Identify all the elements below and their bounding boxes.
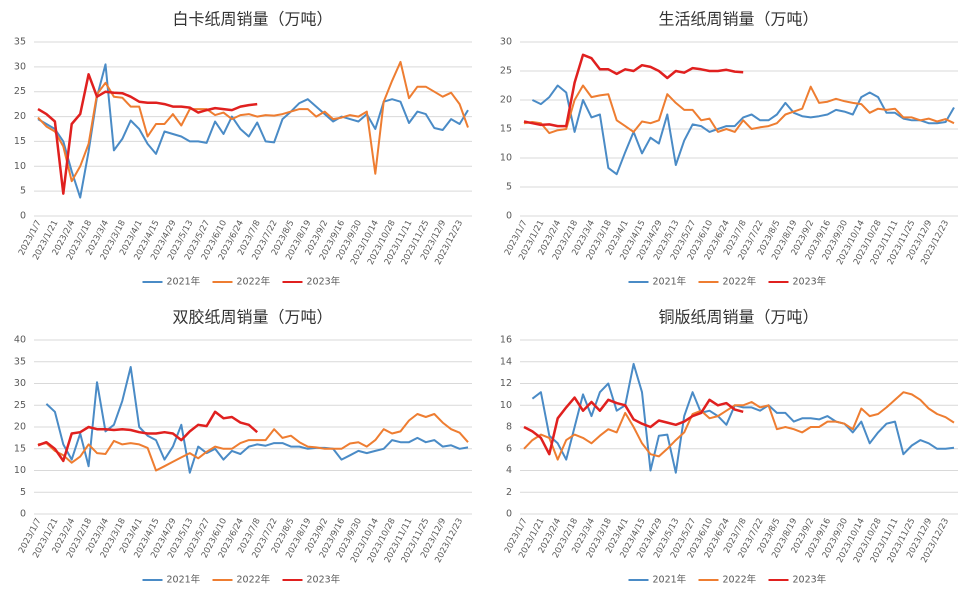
legend-label: 2023年 — [793, 276, 827, 288]
series-line — [37, 413, 469, 472]
y-tick-label: 4 — [506, 465, 512, 476]
y-tick-label: 15 — [14, 136, 26, 147]
legend-label: 2021年 — [653, 276, 687, 288]
y-tick-label: 30 — [500, 37, 512, 48]
series-line — [37, 63, 469, 199]
y-tick-label: 25 — [14, 400, 26, 411]
series-line — [37, 410, 259, 463]
panel: 白卡纸周销量（万吨）051015202530352023/1/72023/1/2… — [14, 10, 472, 288]
series-line — [37, 73, 258, 195]
y-tick-label: 2 — [506, 487, 512, 498]
y-tick-label: 5 — [20, 487, 26, 498]
y-tick-label: 14 — [500, 356, 512, 367]
y-tick-label: 20 — [500, 95, 512, 106]
y-tick-label: 10 — [500, 400, 512, 411]
y-tick-label: 20 — [14, 422, 26, 433]
y-tick-label: 10 — [14, 465, 26, 476]
legend-label: 2023年 — [307, 276, 341, 288]
y-tick-label: 35 — [14, 356, 26, 367]
y-tick-label: 5 — [20, 186, 26, 197]
y-tick-label: 20 — [14, 111, 26, 122]
chart-title: 白卡纸周销量（万吨） — [172, 10, 332, 29]
legend-label: 2022年 — [237, 574, 271, 586]
y-tick-label: 16 — [500, 335, 512, 346]
y-tick-label: 0 — [20, 509, 26, 520]
series-line — [45, 366, 469, 474]
y-tick-label: 6 — [506, 443, 512, 454]
series-line — [523, 84, 955, 135]
y-tick-label: 0 — [506, 211, 512, 222]
y-tick-label: 8 — [506, 422, 512, 433]
legend-label: 2021年 — [653, 574, 687, 586]
series-line — [523, 391, 955, 461]
y-tick-label: 25 — [500, 66, 512, 77]
series-line — [37, 60, 469, 183]
legend-label: 2023年 — [793, 574, 827, 586]
series-line — [523, 53, 744, 128]
y-tick-label: 10 — [14, 161, 26, 172]
panel: 双胶纸周销量（万吨）05101520253035402023/1/72023/1… — [14, 308, 472, 586]
series-line — [523, 396, 744, 456]
y-tick-label: 15 — [500, 124, 512, 135]
legend-label: 2022年 — [723, 574, 757, 586]
y-tick-label: 15 — [14, 443, 26, 454]
y-tick-label: 5 — [506, 182, 512, 193]
series-line — [531, 362, 955, 474]
y-tick-label: 35 — [14, 37, 26, 48]
y-tick-label: 30 — [14, 61, 26, 72]
legend-label: 2021年 — [167, 276, 201, 288]
y-tick-label: 0 — [20, 211, 26, 222]
panel: 铜版纸周销量（万吨）02468101214162023/1/72023/1/21… — [500, 308, 958, 586]
chart-title: 铜版纸周销量（万吨） — [658, 308, 818, 327]
y-tick-label: 25 — [14, 86, 26, 97]
legend-label: 2022年 — [723, 276, 757, 288]
legend-label: 2022年 — [237, 276, 271, 288]
chart-title: 生活纸周销量（万吨） — [658, 10, 818, 29]
chart-title: 双胶纸周销量（万吨） — [172, 308, 332, 327]
y-tick-label: 12 — [500, 378, 512, 389]
panel: 生活纸周销量（万吨）0510152025302023/1/72023/1/212… — [500, 10, 958, 288]
y-tick-label: 10 — [500, 153, 512, 164]
y-tick-label: 0 — [506, 509, 512, 520]
series-line — [531, 84, 955, 176]
y-tick-label: 30 — [14, 378, 26, 389]
legend-label: 2021年 — [167, 574, 201, 586]
legend-label: 2023年 — [307, 574, 341, 586]
y-tick-label: 40 — [14, 335, 26, 346]
